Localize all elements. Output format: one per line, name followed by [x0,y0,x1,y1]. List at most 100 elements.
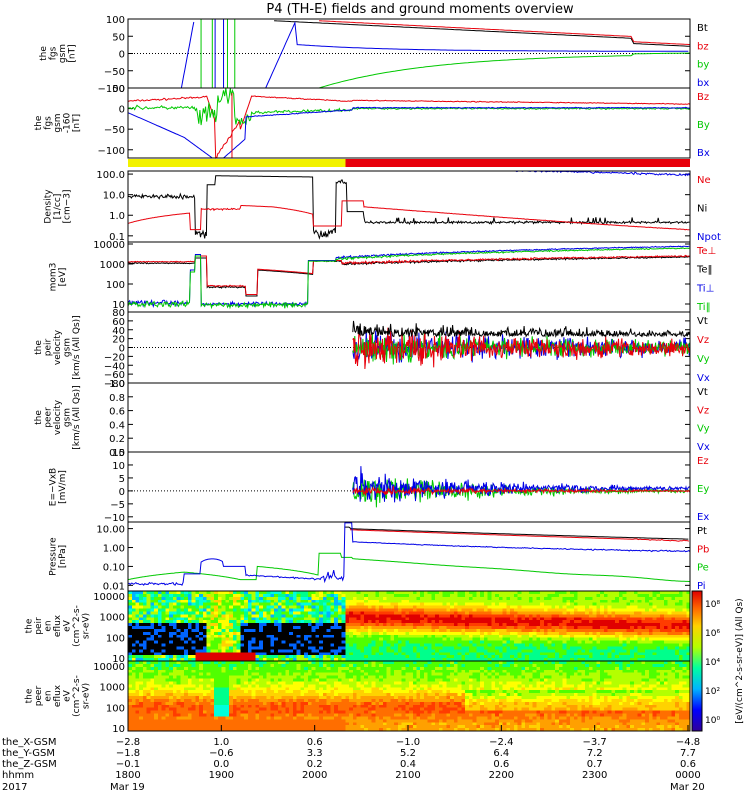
spectrogram-cell [214,655,219,659]
spectrogram-cell [304,602,309,607]
spectrogram-cell [266,696,271,700]
spectrogram-cell [562,614,567,618]
spectrogram-cell [157,634,163,639]
spectrogram-cell [247,707,253,712]
spectrogram-cell [277,637,283,642]
spectrogram-cell [172,620,178,624]
spectrogram-cell [281,605,286,610]
spectrogram-cell [502,640,508,645]
spectrogram-cell [289,704,294,709]
spectrogram-cell [229,608,234,613]
spectrogram-cell [161,655,167,659]
spectrogram-cell [596,623,601,627]
spectrogram-cell [214,666,219,671]
spectrogram-cell [139,655,144,659]
spectrogram-cell [199,655,204,659]
spectrogram-cell [247,658,253,662]
spectrogram-cell [157,684,163,688]
spectrogram-cell [157,596,163,601]
spectrogram-cell [240,684,245,688]
spectrogram-cell [240,725,245,729]
spectrogram-cell [394,614,399,618]
spectrogram-cell [581,640,586,645]
spectrogram-cell [678,611,684,615]
spectrogram-cell [229,716,234,720]
spectrogram-cell [206,663,212,668]
spectrogram-cell [517,649,522,653]
spectrogram-cell [217,602,223,607]
spectrogram-cell [532,599,537,604]
spectrogram-cell [270,725,275,729]
spectrogram-cell [128,728,133,732]
y-tick-label: 10.00 [96,525,125,536]
spectrogram-cell [498,649,504,653]
spectrogram-cell [210,719,215,723]
spectrogram-cell [225,722,230,726]
spectrogram-cell [274,678,279,683]
spectrogram-cell [566,643,571,648]
spectrogram-cell [274,643,279,648]
spectrogram-cell [611,640,616,645]
spectrogram-cell [382,637,388,642]
spectrogram-cell [169,640,174,645]
spectrogram-cell [289,643,294,648]
spectrogram-cell [453,655,459,659]
spectrogram-cell [184,593,189,598]
spectrogram-cell [292,599,298,604]
y-tick-label: 0.4 [109,420,125,431]
spectrogram-cell [675,658,680,662]
spectrogram-cell [150,634,155,639]
spectrogram-cell [247,617,253,621]
spectrogram-cell [660,605,665,610]
spectrogram-cell [202,634,208,639]
spectrogram-cell [128,719,133,723]
spectrogram-cell [585,655,590,659]
spectrogram-cell [450,652,455,656]
spectrogram-cell [165,596,170,601]
spectrogram-cell [262,713,268,718]
spectrogram-cell [296,669,301,674]
spectrogram-cell [675,646,680,650]
spectrogram-cell [232,611,238,615]
spectrogram-cell [157,617,163,621]
spectrogram-cell [532,602,537,607]
spectrogram-cell [465,655,470,659]
spectrogram-cell [386,620,391,624]
y-tick-label: 0.01 [103,581,125,592]
spectrogram-cell [573,596,579,601]
spectrogram-cell [195,713,200,718]
spectrogram-cell [289,631,294,636]
spectrogram-cell [581,652,586,656]
spectrogram-cell [176,628,182,633]
spectrogram-cell [289,701,294,706]
spectrogram-cell [409,643,414,648]
panel-10-ylabel-line: eflux [53,684,63,707]
spectrogram-cell [176,591,182,595]
spectrogram-cell [401,626,406,630]
spectrogram-cell [154,640,159,645]
spectrogram-cell [210,617,215,621]
spectrogram-cell [285,675,290,680]
spectrogram-cell [131,661,137,665]
spectrogram-cell [543,620,549,624]
spectrogram-cell [128,707,133,712]
spectrogram-cell [630,655,635,659]
spectrogram-cell [626,626,631,630]
spectrogram-cell [442,634,448,639]
spectrogram-cell [191,599,197,604]
spectrogram-cell [315,637,320,642]
spectrogram-cell [289,698,294,703]
spectrogram-cell [180,713,185,718]
spectrogram-cell [468,634,474,639]
spectrogram-cell [128,713,133,718]
spectrogram-cell [172,652,178,656]
spectrogram-cell [427,605,433,610]
spectrogram-cell [611,623,616,627]
spectrogram-cell [161,725,167,729]
spectrogram-cell [274,710,279,715]
spectrogram-cell [244,672,249,677]
spectrogram-cell [161,631,167,636]
spectrogram-cell [221,696,227,700]
spectrogram-cell [139,591,144,595]
spectrogram-cell [566,628,571,633]
